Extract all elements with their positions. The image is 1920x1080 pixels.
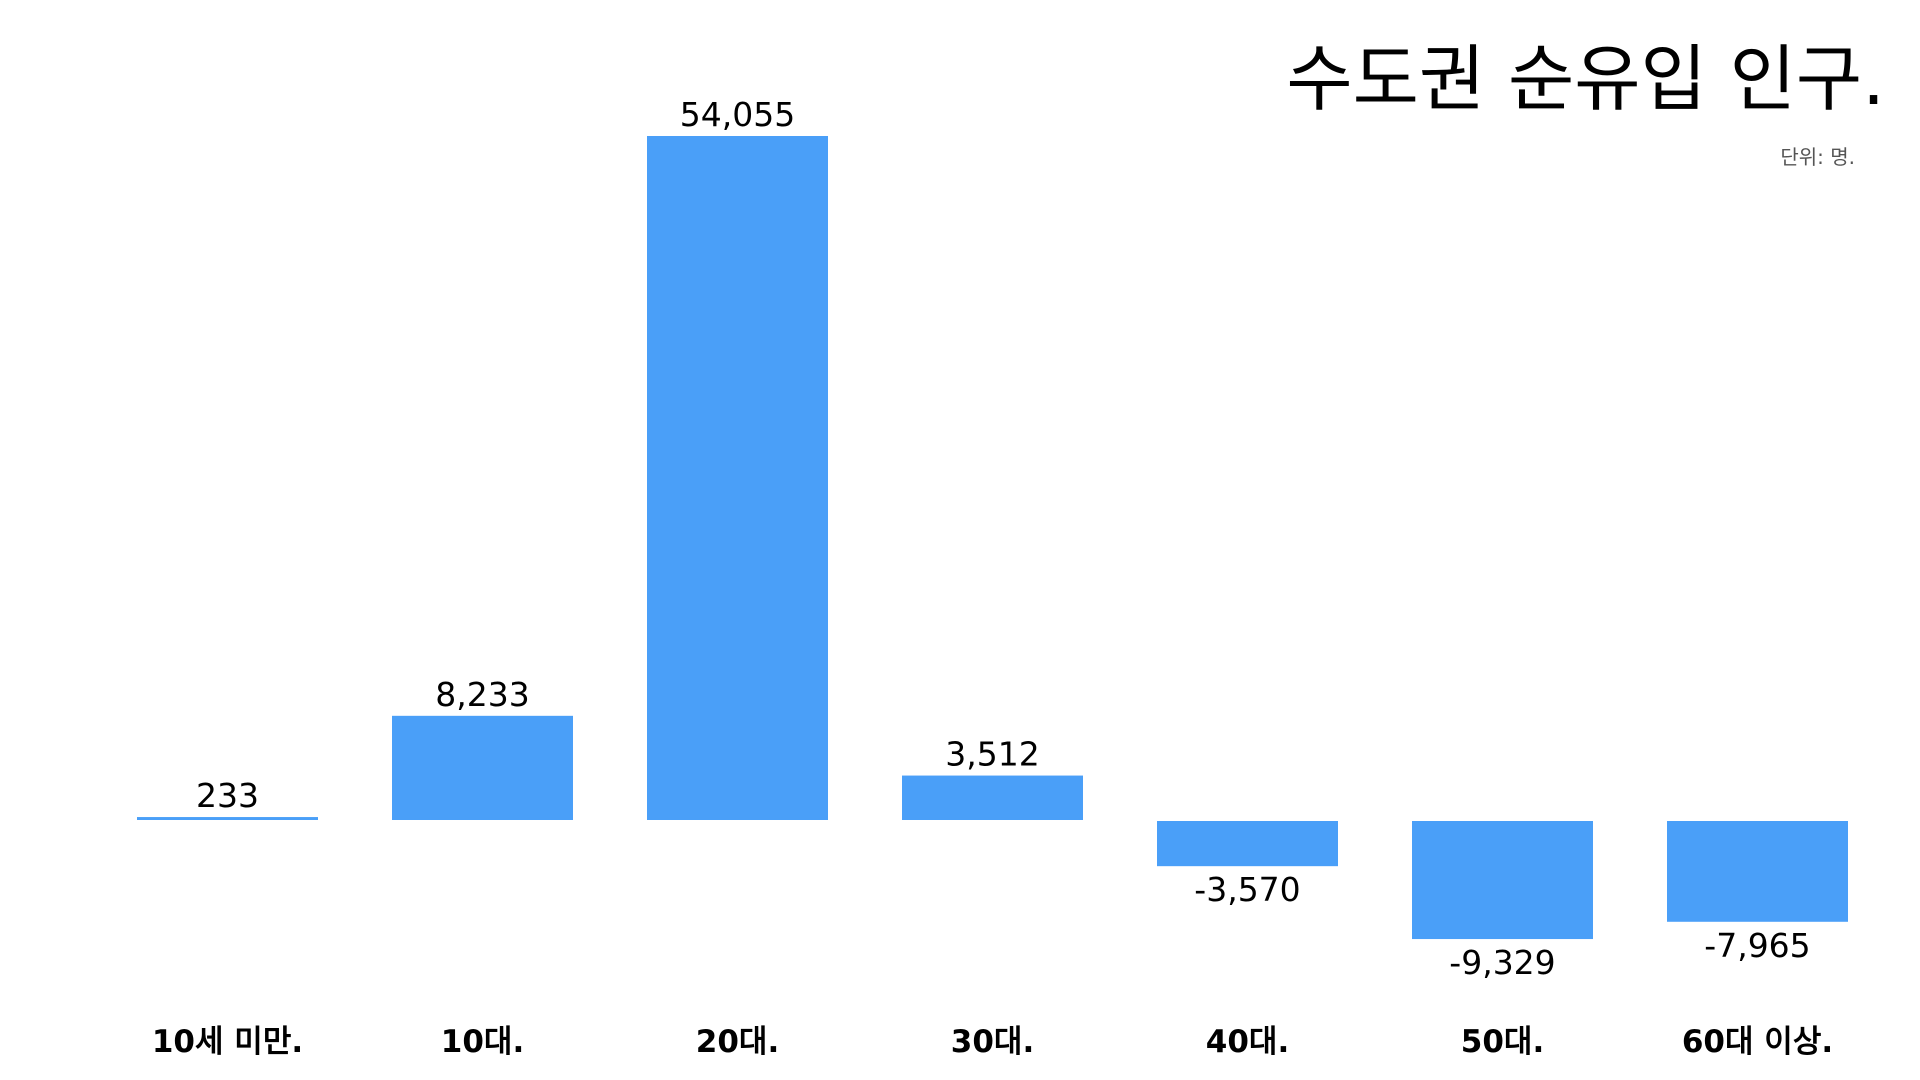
value-label-0: 233 [196,776,259,815]
bar-6 [1667,821,1848,922]
bar-0 [137,817,318,820]
bar-4 [1157,821,1338,867]
value-label-6: -7,965 [1704,926,1810,965]
unit-label: 단위: 명. [1780,145,1855,169]
chart-title: 수도권 순유입 인구. [1286,37,1885,121]
x-tick-label-2: 20대. [696,1024,779,1060]
value-label-2: 54,055 [680,95,795,134]
x-tick-label-5: 50대. [1461,1024,1544,1060]
x-tick-label-0: 10세 미만. [152,1024,303,1060]
bar-3 [902,775,1083,820]
value-label-1: 8,233 [435,675,529,714]
x-tick-label-4: 40대. [1206,1024,1289,1060]
value-label-5: -9,329 [1449,943,1555,982]
bar-1 [392,715,573,820]
value-label-3: 3,512 [945,735,1039,774]
x-tick-label-6: 60대 이상. [1682,1024,1833,1060]
bar-2 [647,136,828,820]
x-tick-label-3: 30대. [951,1024,1034,1060]
bar-5 [1412,821,1593,940]
value-label-4: -3,570 [1194,870,1300,909]
x-tick-label-1: 10대. [441,1024,524,1060]
